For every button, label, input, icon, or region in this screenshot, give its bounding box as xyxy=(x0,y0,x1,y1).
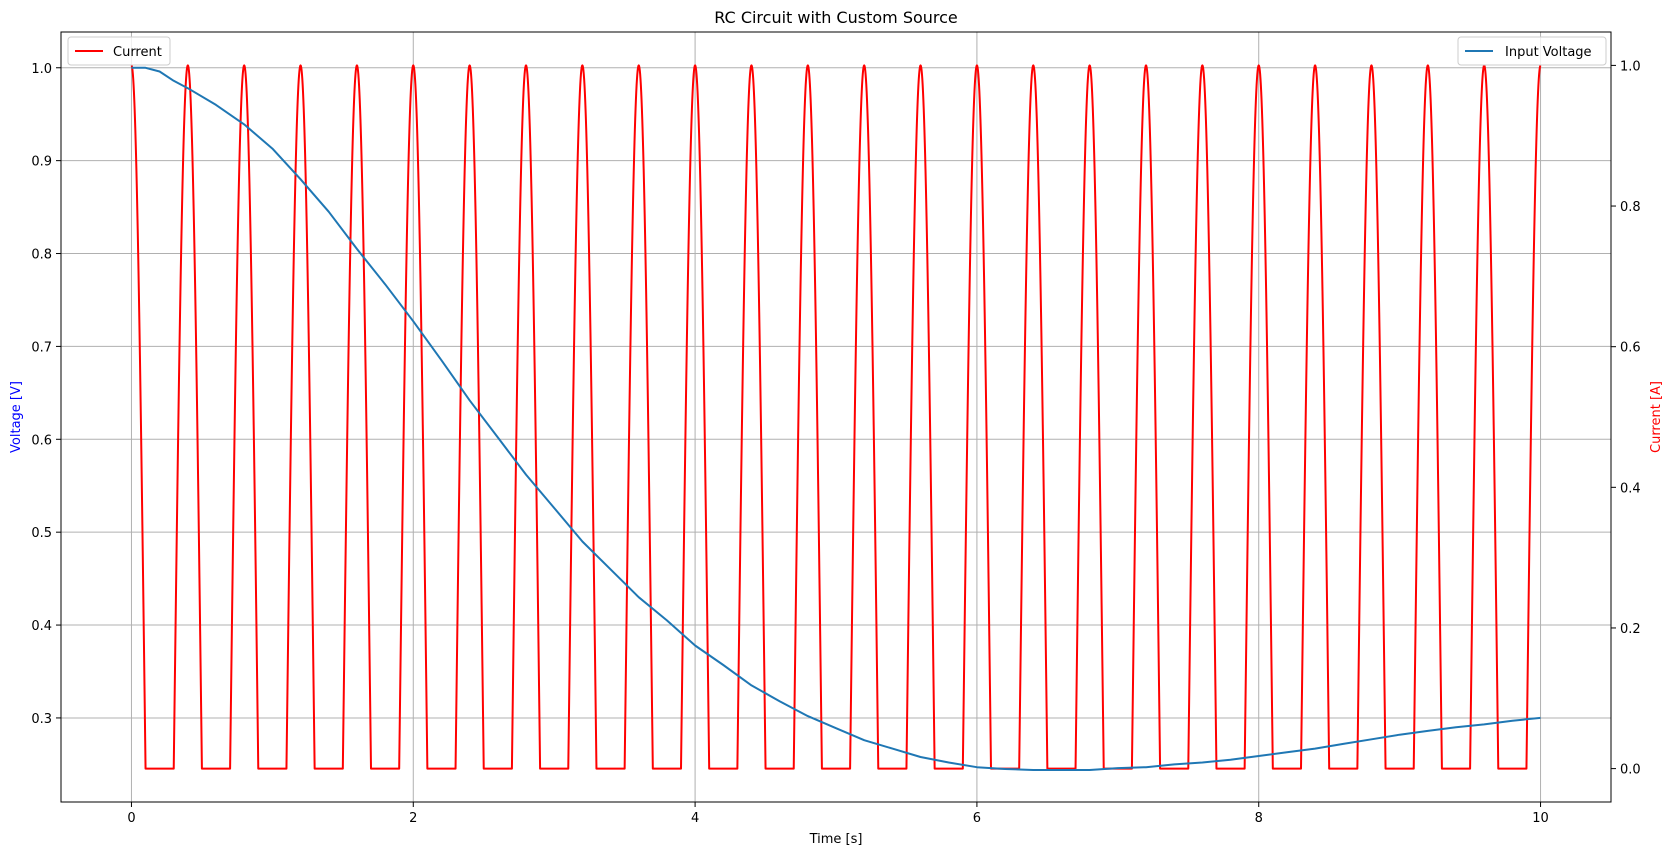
y-left-tick-label: 0.5 xyxy=(31,526,52,541)
y-right-tick-label: 0.4 xyxy=(1620,481,1641,496)
input-voltage-line xyxy=(131,66,1541,771)
right-y-axis-label: Current [A] xyxy=(1649,381,1664,453)
plot-area-frame xyxy=(60,31,1612,803)
legend-current-box xyxy=(67,36,171,66)
x-tick-label: 2 xyxy=(409,811,417,826)
x-tick-label: 8 xyxy=(1255,811,1263,826)
x-axis-ticks: 0 2 4 6 8 10 xyxy=(127,802,1549,826)
left-y-axis-ticks: 0.3 0.4 0.5 0.6 0.7 0.8 0.9 1.0 xyxy=(31,62,61,727)
input-voltage-series xyxy=(131,66,1541,771)
y-right-tick-label: 0.6 xyxy=(1620,341,1641,356)
x-tick-label: 6 xyxy=(973,811,981,826)
x-tick-label: 10 xyxy=(1532,811,1549,826)
y-right-tick-label: 0.2 xyxy=(1620,622,1641,637)
legend-voltage-label: Input Voltage xyxy=(1505,45,1592,60)
y-left-tick-label: 1.0 xyxy=(31,62,52,77)
legend-current-label: Current xyxy=(113,45,162,60)
legend-current: Current xyxy=(67,36,171,66)
y-right-tick-label: 1.0 xyxy=(1620,59,1641,74)
current-series xyxy=(130,64,1542,770)
y-left-tick-label: 0.8 xyxy=(31,248,52,263)
y-left-tick-label: 0.7 xyxy=(31,340,52,355)
grid-lines xyxy=(61,32,1611,802)
y-left-tick-label: 0.3 xyxy=(31,712,52,727)
y-left-tick-label: 0.9 xyxy=(31,155,52,170)
right-y-axis-ticks: 0.0 0.2 0.4 0.6 0.8 1.0 xyxy=(1611,59,1641,778)
y-left-tick-label: 0.6 xyxy=(31,433,52,448)
chart-title: RC Circuit with Custom Source xyxy=(714,8,958,27)
legend-voltage-box xyxy=(1457,36,1607,66)
y-right-tick-label: 0.0 xyxy=(1620,763,1641,778)
x-tick-label: 0 xyxy=(127,811,135,826)
x-tick-label: 4 xyxy=(691,811,699,826)
left-y-axis-label: Voltage [V] xyxy=(9,381,24,453)
current-line xyxy=(130,64,1542,770)
y-right-tick-label: 0.8 xyxy=(1620,200,1641,215)
legend-input-voltage: Input Voltage xyxy=(1457,36,1607,66)
x-axis-label: Time [s] xyxy=(809,832,863,847)
y-left-tick-label: 0.4 xyxy=(31,619,52,634)
